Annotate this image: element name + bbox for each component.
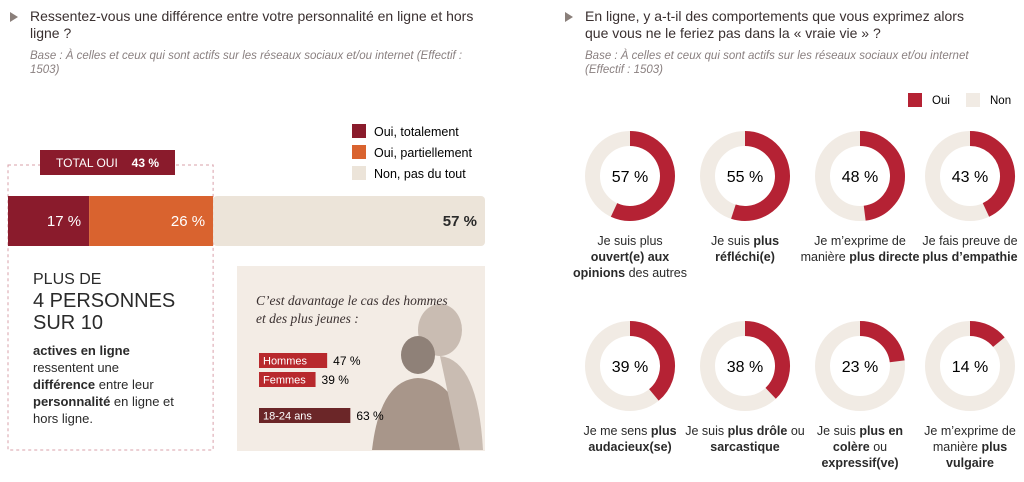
donut-value: 38 %	[727, 359, 763, 376]
donut-label: Je suis plus réfléchi(e)	[684, 233, 806, 265]
donut-label: Je m’exprime de manière plus directe	[799, 233, 921, 265]
donut-arc	[859, 131, 905, 221]
text-run: plus d’empathie	[922, 250, 1018, 264]
text-run: plus vulgaire	[946, 440, 1008, 470]
total-value: 43 %	[132, 156, 160, 170]
left-title: Ressentez-vous une différence entre votr…	[30, 8, 474, 41]
donut-label: Je suis plus ouvert(e) aux opinions des …	[569, 233, 691, 281]
text-run: ou	[787, 424, 805, 438]
donut-arc	[744, 321, 790, 399]
bar-category: Hommes	[263, 356, 308, 368]
left-base: Base : À celles et ceux qui sont actifs …	[30, 50, 463, 76]
callout-heading: 4 PERSONNES	[33, 290, 176, 312]
donut-arc	[731, 131, 790, 221]
text-run: plus réfléchi(e)	[715, 234, 780, 264]
legend-swatch	[352, 145, 366, 159]
text-run: Je suis	[685, 424, 728, 438]
legend-label: Non, pas du tout	[374, 167, 466, 181]
donut-arc	[610, 131, 675, 221]
text-run: en ligne et hors ligne.	[33, 394, 174, 426]
legend-label: Oui, partiellement	[374, 146, 472, 160]
bar-category: Femmes	[263, 375, 306, 387]
donut-value: 14 %	[952, 359, 988, 376]
text-run: actives en ligne	[33, 343, 130, 358]
text-run: Je fais preuve de	[922, 234, 1018, 248]
callout: PLUS DE 4 PERSONNES SUR 10 actives en li…	[33, 270, 213, 427]
callout-heading: PLUS DE	[33, 271, 102, 288]
donut-label: Je me sens plus audacieux(se)	[569, 423, 691, 455]
bar-value: 63 %	[356, 409, 384, 423]
right-base: Base : À celles et ceux qui sont actifs …	[585, 50, 969, 76]
value-label: 57 %	[443, 213, 477, 230]
legend-swatch	[352, 124, 366, 138]
text-run: Je m’exprime de manière	[924, 424, 1016, 454]
text-run: entre leur	[95, 377, 154, 392]
donut-label: Je suis plus en colère ou expressif(ve)	[799, 423, 921, 471]
text-run: ou	[869, 440, 888, 454]
text-run: plus en colère	[832, 424, 904, 454]
donut-label: Je fais preuve de plus d’empathie	[909, 233, 1024, 265]
bar-segment	[213, 196, 486, 246]
bar	[259, 353, 328, 368]
donut-value: 48 %	[842, 169, 878, 186]
text-run: Je me sens	[583, 424, 651, 438]
donut-arc	[969, 321, 1005, 348]
text-run: Je m’exprime de manière	[800, 234, 906, 264]
donut-value: 57 %	[612, 169, 648, 186]
text-run: plus directe	[849, 250, 920, 264]
total-label: TOTAL OUI	[56, 156, 118, 170]
text-run: Je suis	[816, 424, 860, 438]
bar-segment	[8, 196, 90, 246]
bar-title: C’est davantage le cas des hommes et des…	[256, 293, 448, 326]
text-run: personnalité	[33, 394, 111, 409]
legend-swatch	[352, 166, 366, 180]
bar-value: 47 %	[333, 354, 361, 368]
donut-value: 55 %	[727, 169, 763, 186]
donut-label: Je suis plus drôle ou sarcastique	[684, 423, 806, 455]
bar	[259, 408, 351, 423]
donut-arc	[969, 131, 1015, 217]
donut-value: 43 %	[952, 169, 988, 186]
text-run: Je suis plus	[597, 234, 663, 248]
legend-label: Oui	[932, 95, 950, 107]
callout-heading: SUR 10	[33, 312, 104, 334]
marker	[565, 12, 573, 22]
legend-swatch	[908, 93, 922, 107]
total-box	[40, 150, 175, 175]
donut-label: Je m’exprime de manière plus vulgaire	[909, 423, 1024, 471]
text-run: ressentent une	[33, 360, 120, 375]
text-run: ouvert(e) aux opinions	[573, 250, 670, 280]
donut-arc	[859, 321, 905, 363]
bar	[259, 372, 316, 387]
text-run: plus drôle	[727, 424, 788, 438]
bar-category: 18-24 ans	[263, 411, 312, 423]
value-label: 26 %	[171, 213, 205, 230]
photo	[372, 304, 483, 450]
donut-value: 23 %	[842, 359, 878, 376]
bar-value: 39 %	[322, 373, 350, 387]
legend-label: Non	[990, 95, 1011, 107]
donut-arc	[629, 321, 675, 401]
text-run: plus audacieux(se)	[588, 424, 677, 454]
right-title: En ligne, y a-t-il des comportements que…	[585, 8, 964, 41]
legend-label: Oui, totalement	[374, 125, 459, 139]
donut-value: 39 %	[612, 359, 648, 376]
text-run: expressif(ve)	[821, 456, 899, 470]
marker	[10, 12, 18, 22]
text-run: sarcastique	[710, 440, 780, 454]
callout-text: actives en ligne ressentent une différen…	[33, 342, 183, 427]
bar-segment	[89, 196, 214, 246]
text-run: différence	[33, 377, 96, 392]
text-run: Je suis	[710, 234, 754, 248]
text-run: des autres	[625, 266, 687, 280]
value-label: 17 %	[47, 213, 81, 230]
legend-swatch	[966, 93, 980, 107]
